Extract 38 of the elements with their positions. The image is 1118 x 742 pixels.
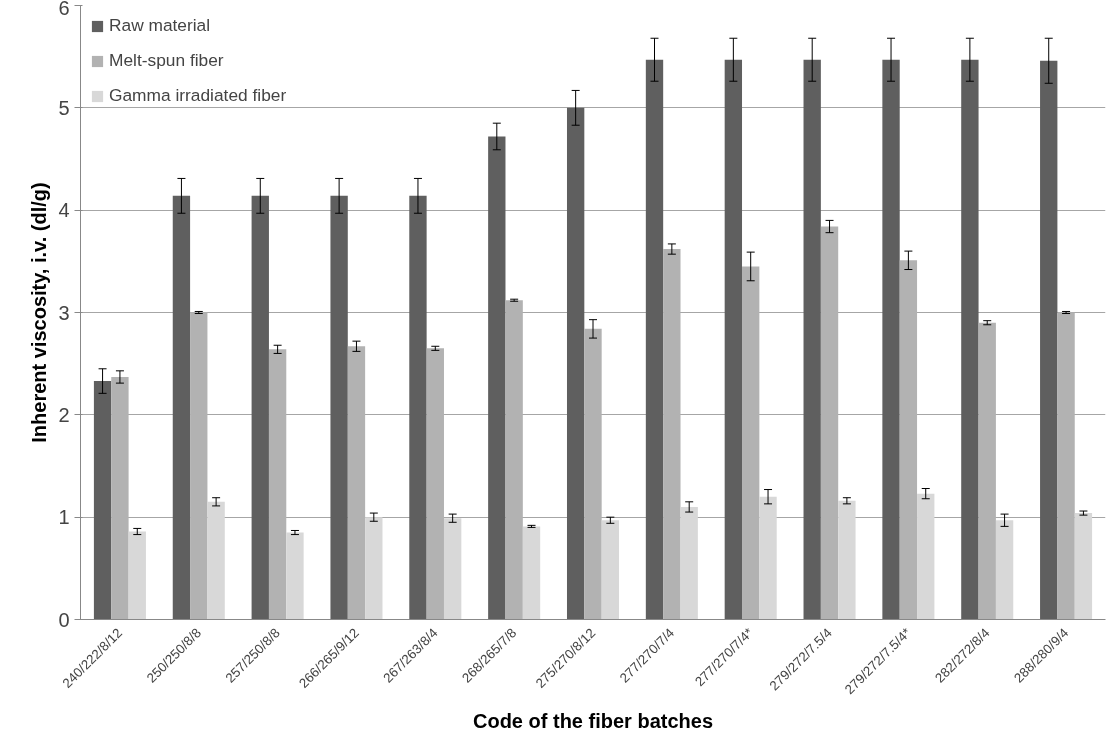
bar xyxy=(566,107,585,620)
x-axis-title: Code of the fiber batches xyxy=(472,710,714,733)
y-tick-label: 6 xyxy=(58,0,70,19)
bar xyxy=(443,518,462,620)
bar xyxy=(1040,60,1058,620)
bar xyxy=(680,506,698,620)
bar xyxy=(172,195,191,620)
y-tick-label: 1 xyxy=(58,506,70,529)
bar xyxy=(645,59,664,620)
bar xyxy=(128,531,146,620)
bar xyxy=(961,59,979,620)
y-axis-title: Inherent viscosity, i.v. (dl/g) xyxy=(28,182,51,443)
bar xyxy=(803,59,821,620)
bar xyxy=(365,517,383,620)
bar xyxy=(330,195,348,620)
bar xyxy=(995,520,1014,620)
bar xyxy=(759,496,777,620)
y-tick-label: 2 xyxy=(58,403,70,426)
bar xyxy=(882,59,900,620)
bar xyxy=(93,381,112,620)
bar xyxy=(601,520,620,620)
bar xyxy=(488,136,506,620)
y-tick-label: 4 xyxy=(58,199,70,222)
bar xyxy=(409,195,427,620)
y-tick-label: 0 xyxy=(58,608,70,631)
bar xyxy=(522,526,541,620)
bar xyxy=(1074,513,1093,620)
legend-label: Raw material xyxy=(109,15,211,36)
y-tick-label: 3 xyxy=(58,301,70,324)
bar xyxy=(838,500,856,620)
bar xyxy=(251,195,269,620)
legend-label: Melt-spun fiber xyxy=(109,50,224,71)
bar xyxy=(724,59,743,620)
bar xyxy=(917,493,935,620)
legend-label: Gamma irradiated fiber xyxy=(109,85,287,106)
bar xyxy=(286,532,304,620)
y-tick-label: 5 xyxy=(58,96,70,119)
bar xyxy=(207,501,225,620)
